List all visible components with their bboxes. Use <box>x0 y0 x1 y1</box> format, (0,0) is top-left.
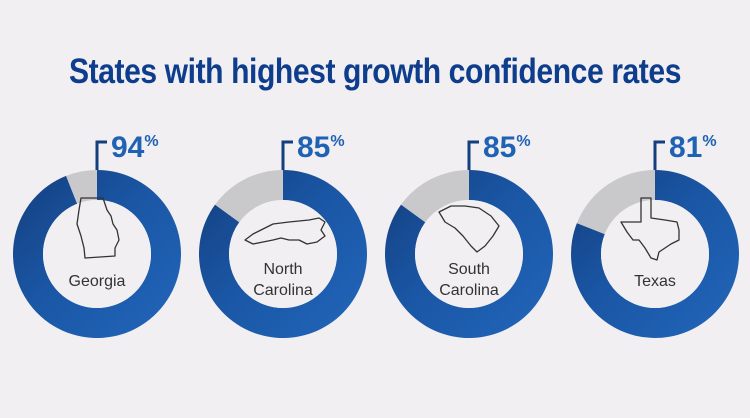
value-label: 85% <box>297 131 345 164</box>
donut-1: 94% Georgia <box>12 131 181 339</box>
donut-hole <box>43 200 151 308</box>
donut-slice-remainder <box>576 170 655 235</box>
category-label: South <box>448 261 490 278</box>
donut-slice-remainder <box>215 170 283 223</box>
donut-slice-remainder <box>401 170 469 223</box>
donut-slice-remainder <box>66 170 97 204</box>
value-label: 94% <box>111 131 159 164</box>
category-label: North <box>263 261 302 278</box>
donut-hole <box>415 200 523 308</box>
value-leader-line <box>281 140 293 170</box>
donut-slice-value <box>571 170 740 339</box>
value-label: 81% <box>669 131 717 164</box>
category-label: Carolina <box>439 282 499 299</box>
chart-title: States with highest growth confidence ra… <box>68 52 682 91</box>
donut-slice-value <box>384 170 553 338</box>
value-leader-line <box>467 140 479 170</box>
donut-slice-value <box>12 170 181 339</box>
south-carolina-outline-icon <box>438 205 500 253</box>
value-leader-line <box>653 140 665 170</box>
category-label: Carolina <box>253 282 313 299</box>
donut-slice-value <box>198 170 367 338</box>
category-label: Texas <box>634 273 676 290</box>
texas-outline-icon <box>620 197 680 261</box>
donut-2: 85% North Carolina <box>198 131 367 338</box>
north-carolina-outline-icon <box>244 217 326 245</box>
value-leader-line <box>95 140 107 170</box>
donut-4: 81% Texas <box>571 131 740 339</box>
georgia-outline-icon <box>76 197 120 259</box>
category-label: Georgia <box>69 273 126 290</box>
donut-3: 85% South Carolina <box>384 131 553 338</box>
donut-hole <box>601 200 709 308</box>
donut-hole <box>229 200 337 308</box>
value-label: 85% <box>483 131 531 164</box>
